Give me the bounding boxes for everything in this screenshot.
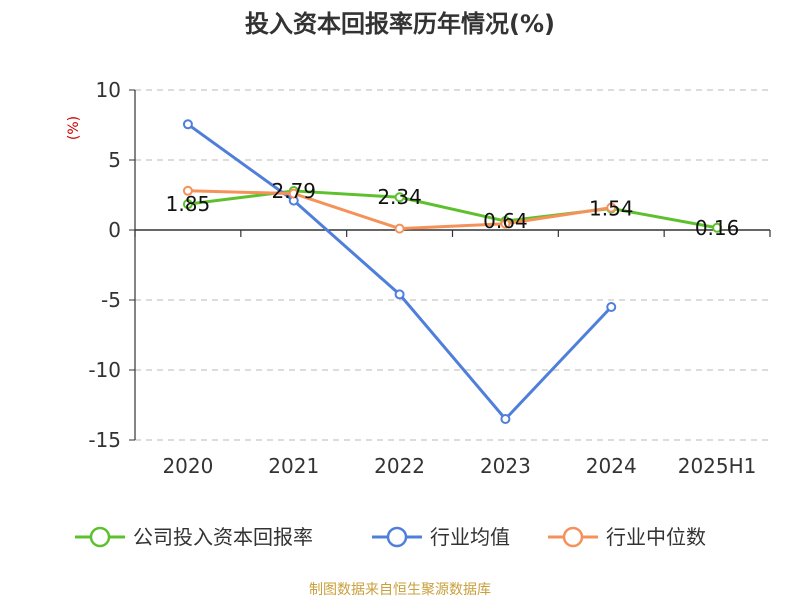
data-label: 2.34 [377, 185, 422, 209]
x-tick-label: 2020 [162, 454, 213, 478]
legend-entry: 行业均值 [430, 525, 510, 549]
y-tick-label: 0 [108, 218, 121, 242]
y-tick-label: 10 [96, 78, 121, 102]
source-note: 制图数据来自恒生聚源数据库 [309, 582, 491, 598]
y-tick-labels: 10 5 0 -5 -10 -15 [88, 78, 121, 452]
data-label: 1.85 [166, 192, 211, 216]
data-point [394, 223, 405, 234]
y-tick-label: 5 [108, 148, 121, 172]
y-tick-label: -5 [101, 288, 121, 312]
legend: 公司投入资本回报率 行业均值 行业中位数 [75, 525, 706, 549]
legend-marker-circle [89, 526, 111, 548]
data-point [182, 119, 193, 130]
legend-entry: 行业中位数 [606, 525, 706, 549]
legend-marker-circle [562, 526, 584, 548]
gridlines [129, 89, 770, 441]
x-tick-label: 2023 [480, 454, 531, 478]
x-tick-label: 2025H1 [678, 454, 757, 478]
data-point [500, 218, 511, 229]
series-lines [182, 119, 723, 424]
data-label: 0.64 [483, 209, 528, 233]
data-point [394, 289, 405, 300]
series-line [187, 189, 718, 230]
data-point [182, 199, 193, 210]
y-tick-label: -10 [88, 358, 121, 382]
data-labels: 1.85 2.79 2.34 0.64 1.54 0.16 [166, 179, 740, 240]
x-tick-label: 2021 [268, 454, 319, 478]
y-axis-unit-label: (%) [66, 116, 82, 140]
x-tick-label: 2024 [586, 454, 637, 478]
data-point [606, 302, 617, 312]
series-line [187, 123, 613, 421]
chart-title: 投入资本回报率历年情况(%) [245, 10, 555, 38]
axes [134, 90, 771, 440]
data-point [500, 414, 511, 424]
y-tick-label: -15 [88, 428, 121, 452]
data-point [712, 222, 723, 233]
data-point [394, 192, 405, 203]
data-point [182, 185, 193, 196]
data-point [288, 188, 299, 199]
legend-marker-circle [386, 526, 408, 548]
legend-entry: 公司投入资本回报率 [133, 525, 313, 549]
data-label: 2.79 [271, 179, 316, 203]
x-tick-labels: 2020 2021 2022 2023 2024 2025H1 [162, 454, 756, 478]
x-tick-label: 2022 [374, 454, 425, 478]
data-label: 0.16 [695, 216, 740, 240]
data-label: 1.54 [589, 196, 634, 220]
data-point [606, 202, 617, 213]
